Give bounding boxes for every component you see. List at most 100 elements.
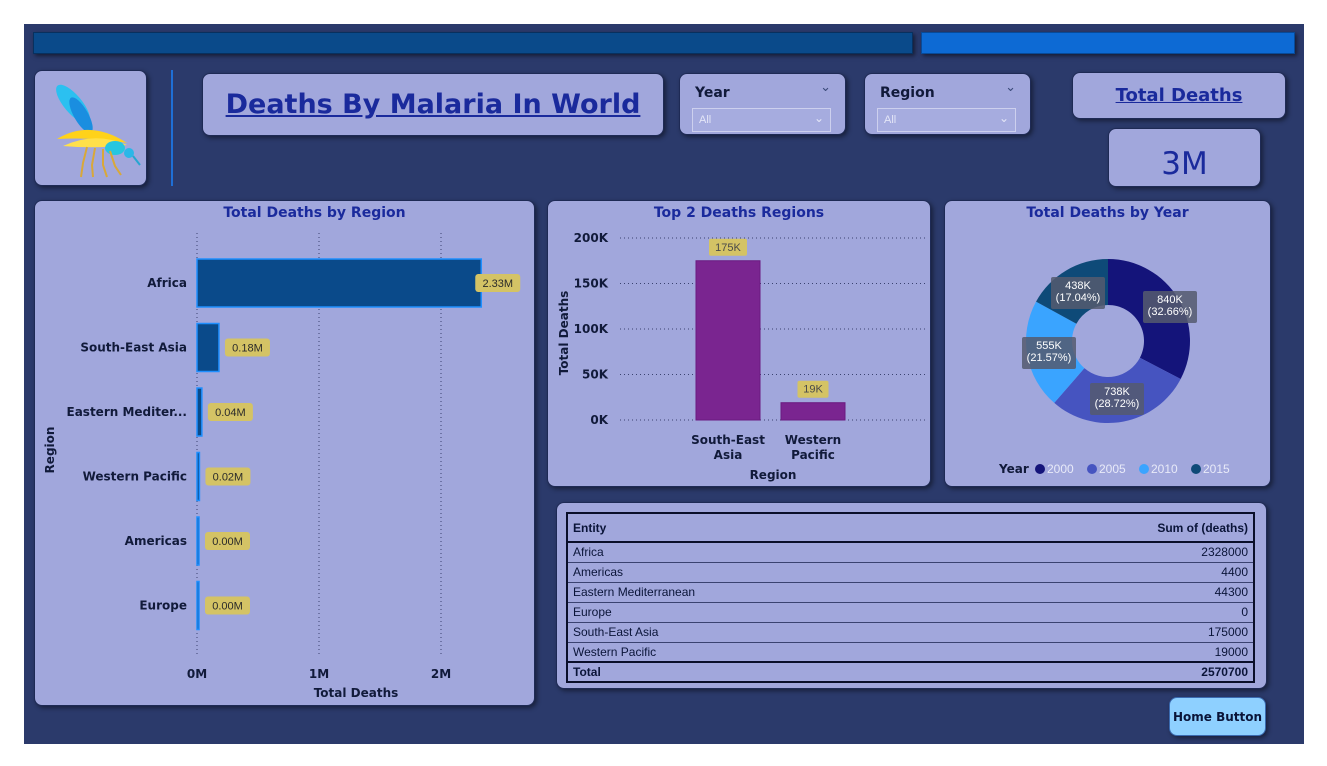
bar xyxy=(196,258,483,308)
table-row[interactable]: Western Pacific 19000 xyxy=(565,642,1255,663)
data-label-bg xyxy=(224,338,270,357)
data-label: 555K xyxy=(1036,340,1062,352)
bar xyxy=(196,580,200,631)
year-donut-chart: 840K(32.66%) 738K(28.72%) 555K(21.57%) 438K… xyxy=(998,259,1230,476)
bar xyxy=(695,260,761,421)
chevron-down-icon[interactable]: ⌄ xyxy=(998,111,1009,125)
table-body: Africa 2328000 Americas 4400 Eastern Mediter… xyxy=(565,542,1255,683)
x-tick-label: 2M xyxy=(431,667,451,681)
y-tick-label: 200K xyxy=(574,231,609,245)
data-label-bg xyxy=(709,238,747,256)
x-tick-label: Western xyxy=(785,433,841,447)
data-label-bg xyxy=(797,380,829,398)
deaths-cell: 2570700 xyxy=(956,661,1255,683)
total-deaths-card: 3M xyxy=(1108,128,1261,187)
data-label: (17.04%) xyxy=(1056,292,1101,304)
data-label: 0.18M xyxy=(232,343,263,355)
chevron-down-icon[interactable]: ⌄ xyxy=(1005,80,1016,95)
data-label: 0.04M xyxy=(215,407,246,419)
deaths-cell: 175000 xyxy=(956,622,1255,643)
column-header-sum[interactable]: Sum of (deaths) xyxy=(956,512,1255,543)
year-dropdown[interactable]: All ⌄ xyxy=(692,108,831,132)
top2-bar-chart: 0K 50K 100K 150K 200K Total Deaths 175K South-E… xyxy=(557,231,928,482)
y-tick-label: 0K xyxy=(590,413,608,427)
legend-label: 2000 xyxy=(1047,462,1074,476)
data-label: 438K xyxy=(1065,280,1091,292)
deaths-cell: 0 xyxy=(956,602,1255,623)
entity-cell: South-East Asia xyxy=(565,622,957,643)
divider-line xyxy=(171,70,173,186)
table-row[interactable]: Europe 0 xyxy=(565,602,1255,623)
y-tick-label: 100K xyxy=(574,322,609,336)
x-tick-label: Asia xyxy=(714,448,743,462)
y-tick-label: Americas xyxy=(125,534,187,548)
table-row[interactable]: Americas 4400 xyxy=(565,562,1255,583)
y-tick-label: 150K xyxy=(574,277,609,291)
deaths-cell: 4400 xyxy=(956,562,1255,583)
top2-bar-chart-card: Top 2 Deaths Regions 0K 50K 100K 150K 200K To… xyxy=(547,200,931,487)
x-tick-label: 1M xyxy=(309,667,329,681)
bar xyxy=(196,322,220,373)
region-slicer-label: Region xyxy=(880,85,935,101)
deaths-cell: 19000 xyxy=(956,642,1255,663)
data-label-bg xyxy=(205,467,251,486)
y-axis-title: Region xyxy=(43,427,57,474)
entity-cell: Total xyxy=(565,661,957,683)
year-slicer-label: Year xyxy=(695,85,730,101)
region-bar-chart: 0M 1M 2M Total Deaths Region Africa 2.33M South… xyxy=(43,233,521,700)
logo-card xyxy=(34,70,147,186)
data-label: 2.33M xyxy=(482,278,513,290)
data-label-bg xyxy=(205,532,250,550)
bar xyxy=(196,516,200,566)
x-axis-title: Total Deaths xyxy=(314,686,399,700)
year-donut-chart-card: Total Deaths by Year 840K (32.66%) 738K (28… xyxy=(944,200,1271,487)
column-header-entity[interactable]: Entity xyxy=(565,512,957,543)
bar xyxy=(780,402,846,421)
header-bar-right xyxy=(921,32,1295,54)
table-row[interactable]: Eastern Mediterranean 44300 xyxy=(565,582,1255,603)
y-tick-label: Europe xyxy=(139,599,187,613)
page-title: Deaths By Malaria In World xyxy=(225,89,641,120)
table-row[interactable]: Africa 2328000 xyxy=(565,542,1255,563)
dashboard-canvas: Deaths By Malaria In World Year ⌄ All ⌄ … xyxy=(24,24,1304,744)
data-label-bg xyxy=(1051,277,1105,309)
home-button[interactable]: Home Button xyxy=(1169,697,1266,736)
region-slicer[interactable]: Region ⌄ All ⌄ xyxy=(864,73,1031,135)
bar xyxy=(196,387,203,437)
x-tick-label: 0M xyxy=(187,667,207,681)
data-label: (21.57%) xyxy=(1027,352,1072,364)
data-label: 738K xyxy=(1104,386,1130,398)
mosquito-icon xyxy=(56,84,141,178)
deaths-cell: 2328000 xyxy=(956,542,1255,563)
entity-cell: Europe xyxy=(565,602,957,623)
entity-cell: Africa xyxy=(565,542,957,563)
entity-cell: Americas xyxy=(565,562,957,583)
year-slicer[interactable]: Year ⌄ All ⌄ xyxy=(679,73,846,135)
data-label-bg xyxy=(207,403,253,421)
title-card: Deaths By Malaria In World xyxy=(202,73,664,136)
data-label: 0.00M xyxy=(212,536,243,548)
legend-label: 2010 xyxy=(1151,462,1178,476)
data-label: 175K xyxy=(715,242,741,254)
legend-marker xyxy=(1139,464,1149,474)
header-bar-left xyxy=(33,32,913,54)
data-label: 19K xyxy=(803,384,823,396)
y-tick-label: Western Pacific xyxy=(83,470,187,484)
legend-label: 2015 xyxy=(1203,462,1230,476)
table-row[interactable]: South-East Asia 175000 xyxy=(565,622,1255,643)
region-dropdown[interactable]: All ⌄ xyxy=(877,108,1016,132)
data-label: 840K xyxy=(1157,294,1183,306)
table-total-row[interactable]: Total 2570700 xyxy=(565,661,1255,683)
legend-marker xyxy=(1191,464,1201,474)
deaths-cell: 44300 xyxy=(956,582,1255,603)
y-tick-label: Africa xyxy=(147,276,187,290)
legend-label: 2005 xyxy=(1099,462,1126,476)
bar xyxy=(196,451,201,502)
total-deaths-title: Total Deaths xyxy=(1115,85,1243,106)
chart-title: Total Deaths by Region xyxy=(223,205,406,221)
deaths-table: Entity Sum of (deaths) Africa 2328000 Amer… xyxy=(565,512,1255,683)
chevron-down-icon[interactable]: ⌄ xyxy=(813,111,824,125)
y-tick-label: South-East Asia xyxy=(80,341,187,355)
chevron-down-icon[interactable]: ⌄ xyxy=(820,80,831,95)
data-label-bg xyxy=(475,274,521,292)
